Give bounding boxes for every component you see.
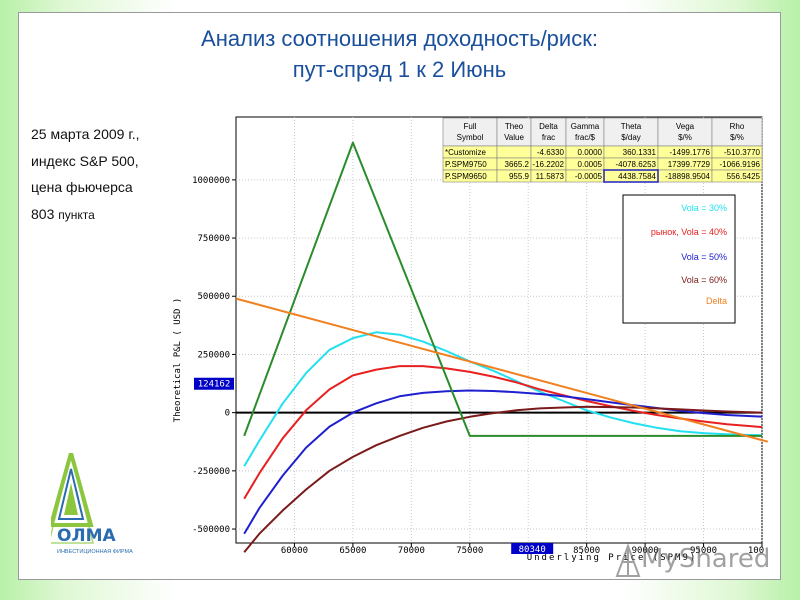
table-header-text: $/% (678, 133, 692, 142)
x-tick-label: 60000 (281, 546, 308, 556)
table-header-text: Rho (730, 122, 745, 131)
table-cell-text: -4.6330 (537, 148, 565, 157)
watermark-text: MyShared (641, 544, 771, 574)
table-header-cell (711, 117, 763, 147)
olma-logo-icon (51, 453, 94, 544)
y-axis-label: Theoretical P&L ( USD ) (173, 298, 183, 423)
legend-item: Vola = 50% (681, 252, 727, 262)
page-title: Анализ соотношения доходность/риск: пут-… (19, 23, 780, 85)
title-line-1: Анализ соотношения доходность/риск: (201, 26, 598, 51)
x-tick-label: 75000 (456, 546, 483, 556)
legend-item: Vola = 30% (681, 203, 727, 213)
greeks-table: Full Symbol Theo Value Delta frac Gamma frac/$ T… (442, 117, 763, 183)
x-tick-label: 90000 (632, 546, 659, 556)
legend: Vola = 30% рынок, Vola = 40% Vola = 50% Vol… (622, 194, 736, 324)
current-x-label: 80340 (519, 545, 546, 555)
note-points-unit: пункта (58, 207, 95, 222)
x-tick-label: 95000 (690, 546, 717, 556)
y-tick-label: 1000000 (192, 176, 230, 186)
table-cell-text: 955.9 (509, 172, 530, 181)
table-cell-text: -18898.9504 (665, 172, 710, 181)
x-tick-label: 65000 (339, 546, 366, 556)
y-tick-label: -500000 (192, 525, 230, 535)
table-cell-text: 3665.2 (505, 160, 530, 169)
table-header-text: $/day (621, 133, 641, 142)
y-axis: -500000 -250000 0 250000 500000 750000 1000000 (192, 176, 236, 535)
table-header-text: frac (542, 133, 555, 142)
logo-name: ОЛМА (57, 526, 116, 546)
table-cell (711, 169, 763, 183)
legend-item: Vola = 60% (681, 275, 727, 285)
y-tick-label: -250000 (192, 467, 230, 477)
series-line-expiration (243, 141, 762, 437)
market-notes: 25 марта 2009 г., индекс S&P 500, цена ф… (31, 121, 191, 228)
table-cell-text: -1066.9196 (720, 160, 761, 169)
table-cell-text: -16.2202 (532, 160, 564, 169)
table-cell-text: -510.3770 (724, 148, 761, 157)
note-index: индекс S&P 500, (31, 152, 139, 169)
current-y-label: 124162 (198, 380, 231, 390)
x-axis-label: Underlying Price (SPM9) (527, 553, 698, 563)
table-header-text: Theo (505, 122, 524, 131)
y-tick-label: 250000 (197, 350, 230, 360)
y-tick-label: 750000 (197, 234, 230, 244)
table-header-text: frac/$ (575, 133, 596, 142)
series-line-vola-60 (243, 405, 763, 553)
selected-cell[interactable] (603, 169, 659, 183)
x-tick-label: 70000 (398, 546, 425, 556)
x-tick-label: 85000 (573, 546, 600, 556)
series-line-vola-50 (243, 389, 763, 535)
legend-items: Vola = 30% рынок, Vola = 40% Vola = 50% Vol… (651, 203, 727, 306)
table-cell-text: -4078.6253 (616, 160, 657, 169)
table-header-cell (603, 117, 659, 147)
note-points-value: 803 (31, 205, 55, 222)
logo-tagline: ИНВЕСТИЦИОННАЯ ФИРМА (57, 549, 133, 555)
table-cell-text: 17399.7729 (668, 160, 711, 169)
table-cell-text: 4438.7584 (618, 172, 656, 181)
table-cell-text: 556.5425 (727, 172, 761, 181)
table-cell-text: 0.0000 (578, 148, 603, 157)
table-header-cell (442, 117, 498, 147)
y-tick-label: 500000 (197, 292, 230, 302)
olma-logo: ОЛМА ИНВЕСТИЦИОННАЯ ФИРМА (51, 453, 133, 555)
legend-item: рынок, Vola = 40% (651, 227, 727, 237)
table-header-cell (530, 117, 567, 147)
table-cell-text: -1499.1776 (670, 148, 711, 157)
note-futures: цена фьючерса (31, 179, 133, 195)
table-header-text: $/% (730, 133, 744, 142)
tent-logo-icon (615, 543, 641, 577)
table-header-text: Delta (539, 122, 558, 131)
table-cell-text: 11.5873 (536, 172, 565, 181)
table-cell-text: 360.1331 (623, 148, 657, 157)
table-header-text: Full (464, 122, 477, 131)
note-points: 803 пункта (31, 201, 191, 229)
table-cell-text: 0.0005 (578, 160, 603, 169)
current-y-marker[interactable]: 124162 (194, 377, 234, 390)
y-tick-label: 0 (225, 409, 230, 419)
myshared-watermark: MyShared (615, 542, 775, 582)
table-header-text: Symbol (457, 133, 484, 142)
series-line-delta (235, 297, 769, 443)
title-line-2: пут-спрэд 1 к 2 Июнь (292, 57, 507, 82)
table-header-text: Gamma (571, 122, 600, 131)
table-header-text: Vega (676, 122, 695, 131)
table-cell-text: *Customize (445, 148, 486, 157)
table-cell-text: P.SPM9650 (445, 172, 487, 181)
current-x-marker[interactable]: 80340 (511, 543, 554, 555)
series-line-vola-30 (243, 331, 763, 467)
note-date: 25 марта 2009 г., (31, 126, 140, 142)
table-cell (496, 145, 532, 159)
series-lines (235, 141, 769, 553)
table-cell-text: P.SPM9750 (445, 160, 487, 169)
legend-box (622, 194, 736, 324)
x-tick-label: 100 (748, 546, 764, 556)
plot-area (235, 116, 763, 544)
legend-item: Delta (706, 296, 727, 306)
table-header-text: Theta (621, 122, 642, 131)
table-cell-text: -0.0005 (575, 172, 603, 181)
table-header-text: Value (504, 133, 524, 142)
